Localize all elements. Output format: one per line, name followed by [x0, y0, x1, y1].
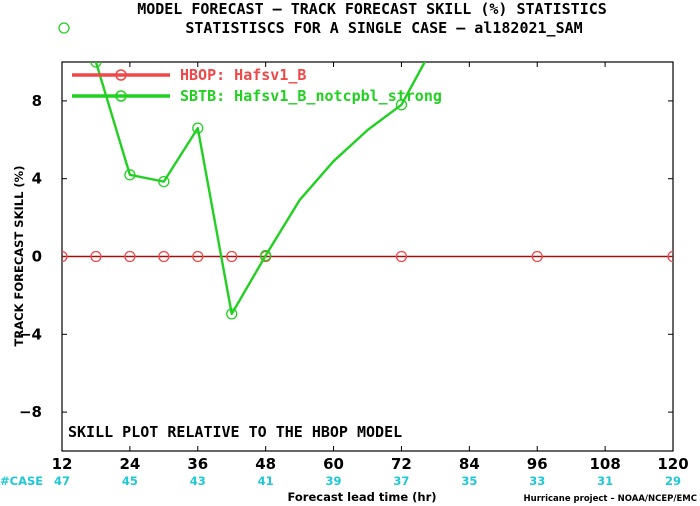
series-marker	[124, 169, 136, 181]
series-marker	[226, 250, 238, 263]
x-tick-label: 48	[255, 455, 276, 473]
case-count: 35	[461, 474, 477, 488]
y-tick-label: 8	[32, 92, 42, 110]
legend-hbop-marker	[115, 69, 127, 81]
x-tick-label: 12	[52, 455, 73, 473]
series-marker	[124, 250, 136, 263]
series-marker	[90, 62, 102, 68]
case-count: 33	[529, 474, 545, 488]
series-marker	[395, 99, 408, 111]
credit-text: Hurricane project – NOAA/NCEP/EMC	[524, 494, 697, 504]
x-tick-label: 96	[527, 455, 548, 473]
case-count: 43	[190, 474, 206, 488]
series-marker	[667, 250, 673, 263]
legend-sbtb-marker	[115, 90, 127, 102]
y-tick-label: −8	[19, 403, 42, 421]
x-axis-ticks: 12 24 36 48 60 72 84 96 108 120	[52, 62, 689, 473]
case-count: 31	[597, 474, 613, 488]
x-tick-label: 60	[323, 455, 344, 473]
y-tick-label: 0	[32, 248, 42, 266]
case-count: 37	[393, 474, 409, 488]
title-circle-icon	[58, 22, 70, 34]
series-marker	[62, 250, 68, 263]
case-count-row: 47 45 43 41 39 37 35 33 31 29	[54, 474, 681, 488]
x-tick-label: 36	[187, 455, 208, 473]
series-marker	[531, 250, 543, 263]
case-count: 39	[326, 474, 342, 488]
case-label: #CASE	[0, 474, 43, 488]
y-axis-ticks: −8 −4 0 4 8	[19, 92, 673, 421]
x-tick-label: 84	[459, 455, 480, 473]
series-line	[94, 62, 427, 316]
case-count: 41	[258, 474, 274, 488]
skill-annotation: SKILL PLOT RELATIVE TO THE HBOP MODEL	[68, 423, 402, 441]
x-tick-label: 120	[657, 455, 688, 473]
legend: HBOP: Hafsv1_B SBTB: Hafsv1_B_notcpbl_st…	[72, 66, 442, 105]
series-marker	[192, 122, 204, 134]
chart-title: MODEL FORECAST – TRACK FORECAST SKILL (%…	[137, 0, 607, 18]
series-marker	[226, 308, 238, 320]
legend-hbop-label: HBOP: Hafsv1_B	[180, 66, 306, 84]
x-tick-label: 108	[589, 455, 620, 473]
series-marker	[158, 175, 170, 188]
x-tick-label: 72	[391, 455, 412, 473]
chart-subtitle: STATISTISCS FOR A SINGLE CASE – al182021…	[185, 19, 582, 37]
series-marker	[260, 249, 272, 262]
y-axis-label: TRACK FORECAST SKILL (%)	[12, 166, 26, 347]
y-tick-label: −4	[19, 325, 42, 343]
series-marker	[395, 250, 408, 263]
case-count: 45	[122, 474, 138, 488]
series-layer	[62, 62, 673, 320]
series-marker	[90, 250, 102, 263]
case-count: 29	[665, 474, 681, 488]
series-marker	[158, 250, 170, 263]
legend-sbtb-label: SBTB: Hafsv1_B_notcpbl_strong	[180, 87, 442, 105]
y-tick-label: 4	[32, 170, 42, 188]
case-count: 47	[54, 474, 70, 488]
series-marker	[192, 250, 204, 263]
x-tick-label: 24	[119, 455, 140, 473]
x-axis-label: Forecast lead time (hr)	[287, 490, 436, 504]
